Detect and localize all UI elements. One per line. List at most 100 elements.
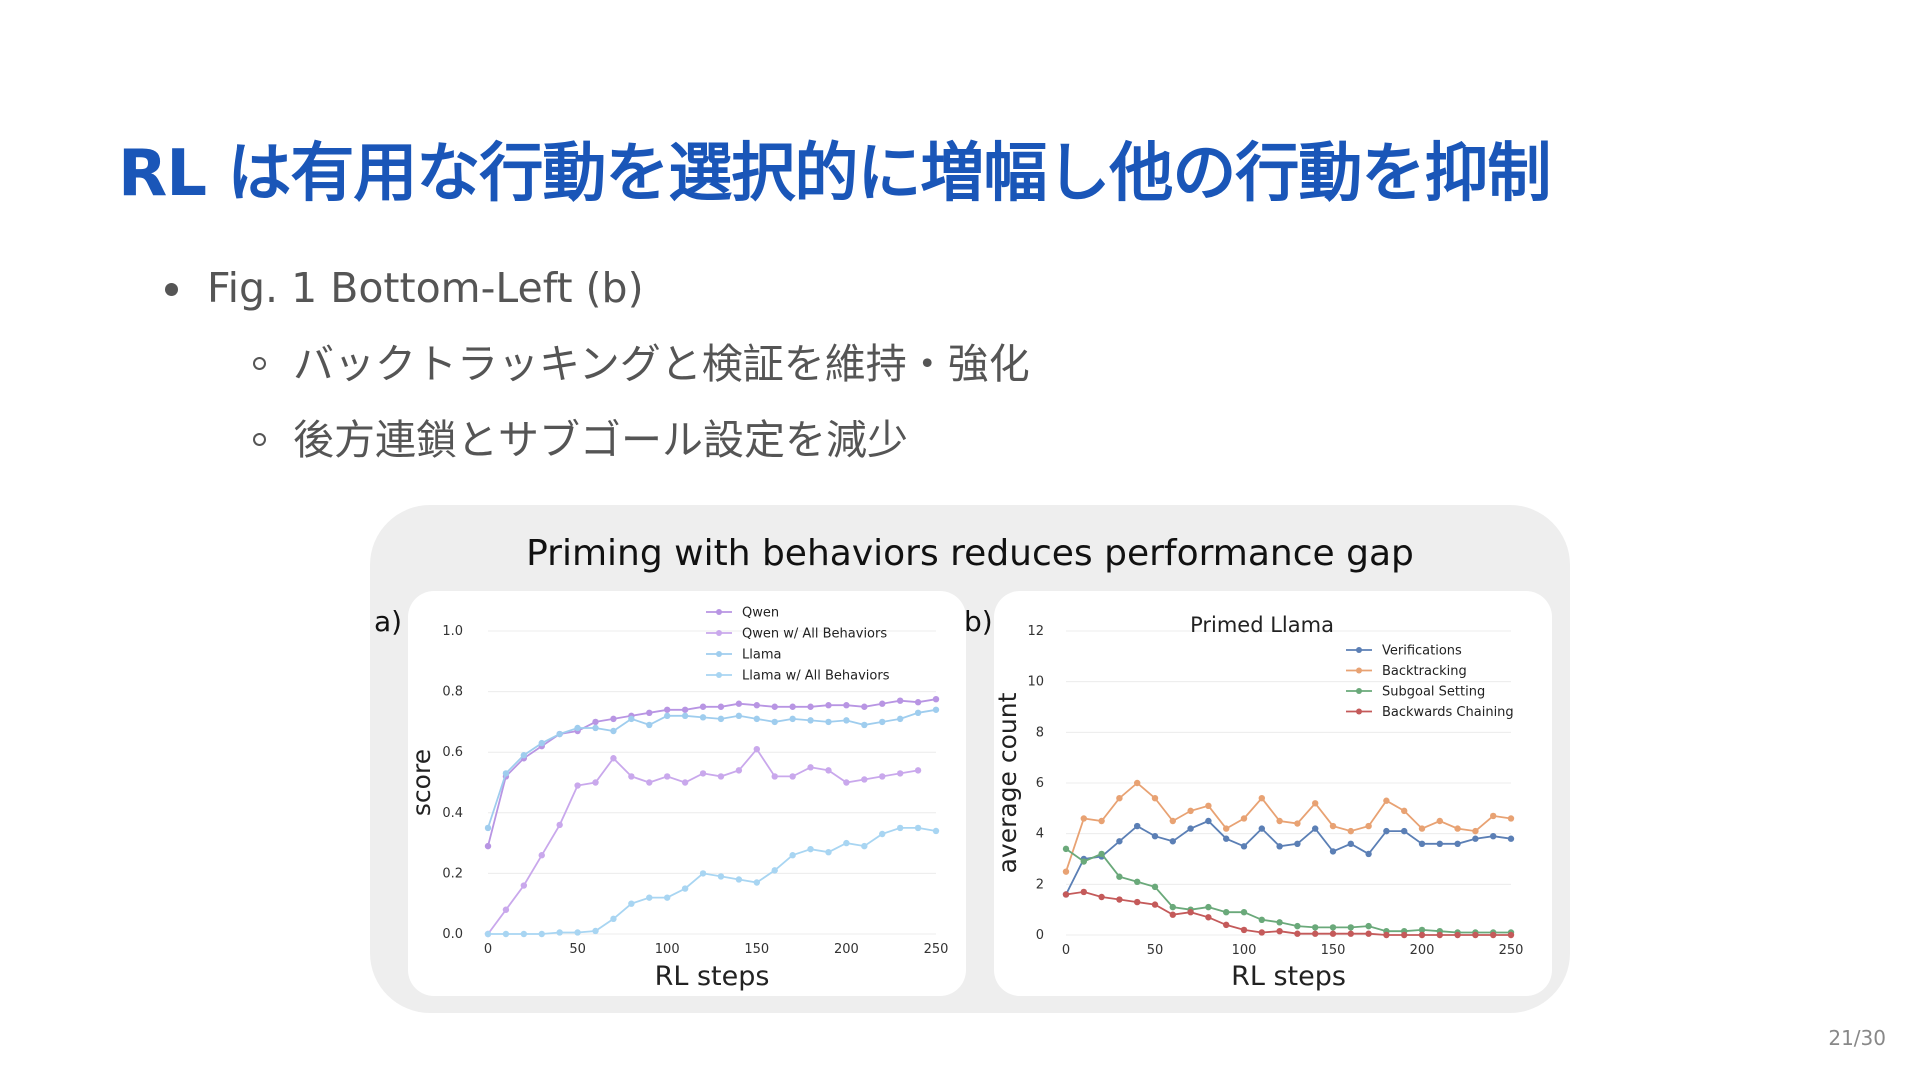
data-point-qwen xyxy=(879,700,886,707)
data-point-verifications xyxy=(1365,850,1372,858)
data-point-llama xyxy=(879,718,886,726)
data-point-verifications xyxy=(1401,827,1408,835)
figure-title: Priming with behaviors reduces performan… xyxy=(526,533,1414,574)
data-point-backtracking xyxy=(1490,812,1497,820)
data-point-llama xyxy=(789,715,796,723)
sub-bullet-item: バックトラッキングと検証を維持・強化 xyxy=(165,334,1030,394)
data-point-verifications xyxy=(1507,835,1515,842)
data-point-llama-w-all-behaviors xyxy=(681,885,689,892)
data-point-subgoal-setting xyxy=(1098,850,1105,858)
series-line-qwen-w-all-behaviors xyxy=(487,747,919,935)
data-point-qwen-w-all-behaviors xyxy=(628,773,635,780)
data-point-llama-w-all-behaviors xyxy=(484,930,492,938)
data-point-backwards-chaining xyxy=(1436,931,1443,939)
data-point-llama-w-all-behaviors xyxy=(520,930,528,938)
series-line-llama-w-all-behaviors xyxy=(488,827,937,935)
data-point-backwards-chaining xyxy=(1258,929,1265,936)
data-point-llama xyxy=(484,824,492,832)
data-point-qwen-w-all-behaviors xyxy=(574,782,581,789)
data-point-llama-w-all-behaviors xyxy=(610,915,617,923)
data-point-qwen xyxy=(932,695,940,703)
data-point-qwen-w-all-behaviors xyxy=(699,770,707,777)
figure-card: Priming with behaviors reduces performan… xyxy=(370,505,1570,1013)
data-point-backtracking xyxy=(1507,815,1515,822)
data-point-qwen-w-all-behaviors xyxy=(717,773,725,780)
data-point-backwards-chaining xyxy=(1080,888,1087,896)
x-tick-label: 250 xyxy=(1499,943,1524,958)
data-point-backwards-chaining xyxy=(1490,931,1497,939)
data-point-subgoal-setting xyxy=(1240,909,1248,916)
data-point-verifications xyxy=(1151,833,1159,840)
data-point-qwen xyxy=(592,718,599,726)
data-point-backtracking xyxy=(1276,817,1283,825)
data-point-backwards-chaining xyxy=(1062,891,1070,898)
data-point-backwards-chaining xyxy=(1312,930,1319,937)
data-point-llama xyxy=(520,752,528,759)
data-point-llama-w-all-behaviors xyxy=(771,867,778,874)
data-point-llama xyxy=(592,724,599,732)
data-point-backwards-chaining xyxy=(1116,896,1123,903)
y-tick-label: 4 xyxy=(1036,827,1044,842)
data-point-backtracking xyxy=(1472,827,1479,835)
data-point-qwen xyxy=(717,703,725,710)
data-point-verifications xyxy=(1134,822,1141,830)
data-point-qwen xyxy=(843,702,850,709)
data-point-llama-w-all-behaviors xyxy=(932,827,940,835)
x-tick-label: 150 xyxy=(1321,943,1346,958)
bullet-dot-icon xyxy=(165,283,178,296)
data-point-llama xyxy=(574,724,581,732)
data-point-verifications xyxy=(1276,843,1283,850)
data-point-qwen-w-all-behaviors xyxy=(610,755,617,762)
legend-label: Qwen w/ All Behaviors xyxy=(742,627,887,642)
legend-label: Backwards Chaining xyxy=(1382,705,1514,720)
data-point-llama xyxy=(735,712,743,720)
data-point-backwards-chaining xyxy=(1454,931,1461,939)
data-point-qwen-w-all-behaviors xyxy=(879,773,886,780)
data-point-backtracking xyxy=(1240,815,1248,822)
y-tick-label: 10 xyxy=(1027,675,1044,690)
data-point-backwards-chaining xyxy=(1329,930,1337,937)
data-point-llama xyxy=(807,717,814,724)
data-point-subgoal-setting xyxy=(1294,922,1301,930)
x-tick-label: 100 xyxy=(655,942,680,957)
data-point-llama xyxy=(825,718,832,726)
data-point-backwards-chaining xyxy=(1418,931,1426,939)
data-point-subgoal-setting xyxy=(1276,919,1283,926)
data-point-subgoal-setting xyxy=(1365,922,1372,930)
x-axis-label: RL steps xyxy=(1231,961,1346,992)
data-point-qwen xyxy=(807,703,814,710)
data-point-verifications xyxy=(1490,833,1497,840)
data-point-qwen-w-all-behaviors xyxy=(646,779,653,786)
data-point-llama-w-all-behaviors xyxy=(502,930,510,938)
data-point-verifications xyxy=(1347,840,1354,847)
sub-bullet-item: 後方連鎖とサブゴール設定を減少 xyxy=(165,410,1030,470)
y-tick-label: 6 xyxy=(1036,776,1044,791)
data-point-backtracking xyxy=(1383,797,1390,804)
page-number: 21/30 xyxy=(1828,1026,1886,1050)
data-point-subgoal-setting xyxy=(1312,924,1319,931)
data-point-backwards-chaining xyxy=(1347,930,1354,937)
legend-marker-llama-w-all-behaviors xyxy=(716,672,722,678)
y-tick-label: 2 xyxy=(1036,877,1044,892)
data-point-backwards-chaining xyxy=(1151,901,1159,908)
data-point-llama xyxy=(502,770,510,777)
data-point-llama-w-all-behaviors xyxy=(646,894,653,901)
data-point-llama xyxy=(771,718,778,726)
sub-bullet-circle-icon xyxy=(253,433,266,446)
data-point-llama xyxy=(646,721,653,729)
data-point-backwards-chaining xyxy=(1294,930,1301,937)
chart-b-svg: 0 2 4 6 8 10 12 0 50 100 150 200 250 RL steps average … xyxy=(994,613,1524,992)
data-point-verifications xyxy=(1169,838,1176,845)
data-point-qwen-w-all-behaviors xyxy=(664,773,671,780)
x-tick-label: 150 xyxy=(744,942,769,957)
data-point-llama xyxy=(681,712,689,720)
y-tick-label: 0.6 xyxy=(442,745,463,760)
data-point-qwen xyxy=(789,703,796,710)
data-point-llama-w-all-behaviors xyxy=(664,894,671,901)
data-point-qwen xyxy=(896,697,904,704)
x-tick-label: 0 xyxy=(1062,943,1070,958)
y-axis-label: average count xyxy=(994,692,1022,873)
bullet-text: Fig. 1 Bottom-Left (b) xyxy=(207,264,644,312)
data-point-verifications xyxy=(1205,817,1212,825)
series-line-backtracking xyxy=(1065,781,1512,872)
